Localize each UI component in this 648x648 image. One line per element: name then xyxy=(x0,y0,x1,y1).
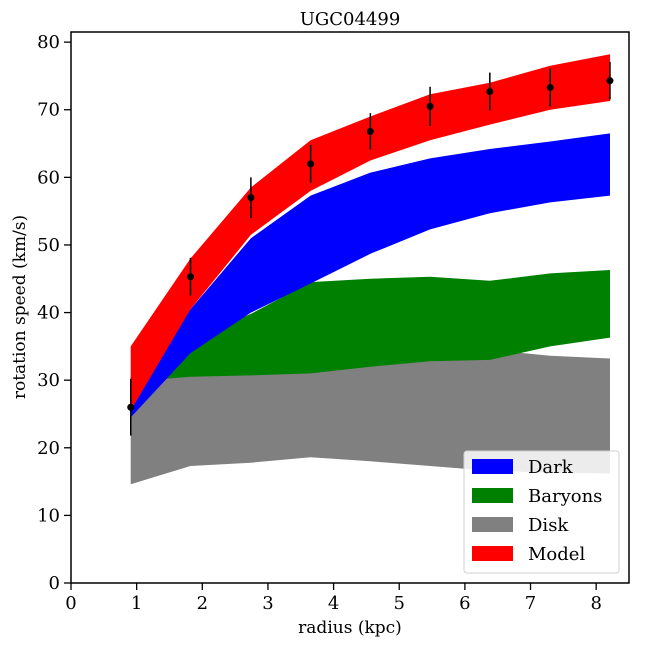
legend-item-model: Model xyxy=(472,544,585,565)
plot-frame xyxy=(70,31,630,584)
chart-title: UGC04499 xyxy=(300,9,401,30)
legend-label: Disk xyxy=(528,515,569,536)
legend-swatch xyxy=(472,459,513,474)
y-tick-label: 0 xyxy=(49,573,60,594)
legend-item-baryons: Baryons xyxy=(472,486,602,507)
legend-swatch xyxy=(472,517,513,532)
data-point-marker xyxy=(366,127,374,135)
legend-item-disk: Disk xyxy=(472,515,569,536)
legend-label: Dark xyxy=(528,457,574,478)
data-point-marker xyxy=(486,87,494,95)
bands-layer xyxy=(130,54,610,485)
observation-point xyxy=(366,113,374,150)
x-tick-label: 2 xyxy=(197,593,208,614)
data-point-marker xyxy=(426,102,434,110)
y-tick-label: 10 xyxy=(37,505,60,526)
y-tick-label: 50 xyxy=(37,235,60,256)
y-tick-label: 40 xyxy=(37,303,60,324)
x-tick-label: 7 xyxy=(525,593,536,614)
legend-swatch xyxy=(472,488,513,503)
observation-point xyxy=(186,257,194,296)
observation-point xyxy=(486,72,494,111)
x-tick-label: 0 xyxy=(65,593,76,614)
data-point-marker xyxy=(546,83,554,91)
x-tick-label: 8 xyxy=(590,593,601,614)
observations-layer xyxy=(127,61,614,436)
data-point-marker xyxy=(127,403,135,411)
legend-item-dark: Dark xyxy=(472,457,574,478)
x-tick-label: 1 xyxy=(131,593,142,614)
observation-point xyxy=(127,378,135,436)
data-point-marker xyxy=(186,273,194,281)
y-axis-label: rotation speed (km/s) xyxy=(10,215,30,399)
y-tick-label: 20 xyxy=(37,438,60,459)
y-tick-label: 60 xyxy=(37,167,60,188)
observation-point xyxy=(247,177,255,218)
legend-label: Baryons xyxy=(528,486,602,507)
legend-label: Model xyxy=(528,544,585,565)
legend-swatch xyxy=(472,546,513,561)
legend: Dark Baryons Disk Model xyxy=(463,450,620,574)
dark-band xyxy=(130,133,610,418)
observation-point xyxy=(426,86,434,126)
y-tick-label: 30 xyxy=(37,370,60,391)
observation-point xyxy=(546,68,554,107)
data-point-marker xyxy=(307,160,315,168)
legend-items: Dark Baryons Disk Model xyxy=(472,457,602,565)
y-tick-label: 80 xyxy=(37,32,60,53)
y-tick-label: 70 xyxy=(37,100,60,121)
observation-point xyxy=(307,144,315,183)
baryons-band xyxy=(130,270,610,382)
x-tick-label: 5 xyxy=(394,593,405,614)
x-tick-label: 3 xyxy=(262,593,273,614)
x-tick-label: 4 xyxy=(328,593,339,614)
observation-point xyxy=(606,61,614,100)
legend-box xyxy=(463,450,620,574)
x-tick-label: 6 xyxy=(459,593,470,614)
x-axis-label: radius (kpc) xyxy=(298,618,402,638)
data-point-marker xyxy=(247,194,255,202)
data-point-marker xyxy=(606,77,614,85)
